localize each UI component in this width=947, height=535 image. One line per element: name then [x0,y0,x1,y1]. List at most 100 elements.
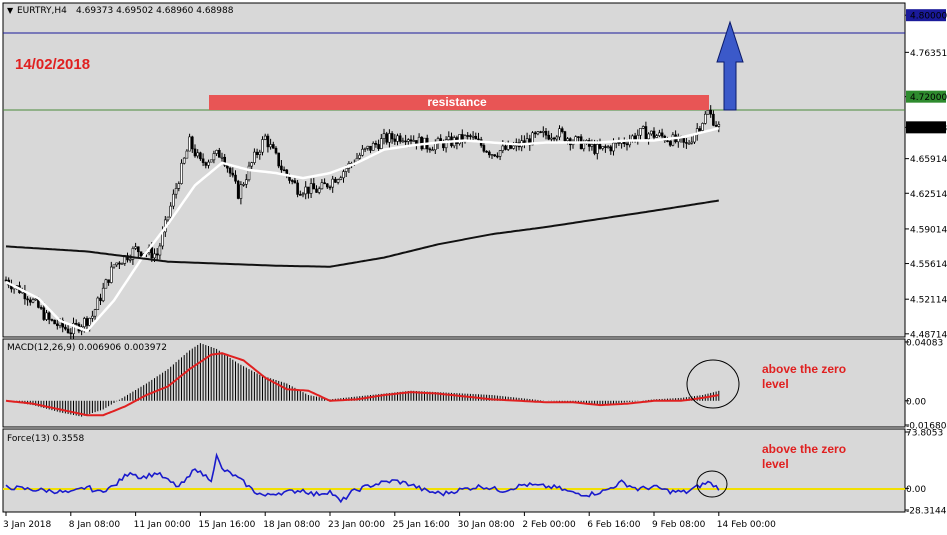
candle [28,297,32,306]
candle [131,246,135,265]
candle [560,126,564,134]
candle [218,147,221,158]
candle [336,178,340,185]
candle [242,182,245,187]
candle [45,309,48,321]
candle [709,105,713,118]
candle [280,160,283,175]
candle [269,138,272,150]
candle [199,151,202,161]
candle [207,159,210,169]
candle [320,179,324,190]
candle [277,152,281,169]
time-tick-label: 6 Feb 16:00 [587,520,641,530]
candle [541,126,545,138]
candle [96,296,100,310]
macd-panel [2,338,906,428]
candle [247,161,251,182]
time-tick-label: 30 Jan 08:00 [458,520,515,530]
candle [296,179,299,198]
candle [204,161,208,169]
force-line [5,452,720,504]
candle [315,185,318,193]
candle [180,159,183,185]
time-axis: 3 Jan 2018 8 Jan 08:00 11 Jan 00:00 15 Jan … [3,512,776,530]
candle [139,251,143,257]
price-label-bg [906,121,946,134]
candle [53,319,56,325]
force-panel [2,428,906,513]
candle [409,135,413,145]
candle [609,144,613,155]
candle [196,149,199,159]
candle [334,176,337,183]
candle [385,131,389,145]
candle [490,153,494,160]
candle [712,110,715,127]
resistance-box[interactable] [209,95,709,110]
candle [261,136,264,156]
candle [177,181,181,192]
candle [155,247,159,261]
candle [358,152,362,160]
candle [714,121,718,128]
candle [101,282,105,303]
macd-highlight-circle [686,359,740,409]
candle [685,137,688,149]
price-tick-label: 4.76351 [910,49,947,59]
force-tick-label: 0.00 [906,485,926,495]
candle [563,130,567,142]
candle [91,310,94,322]
candle [274,146,278,155]
candle [558,125,561,141]
candle [544,127,548,140]
candle [444,136,448,153]
candle [72,317,75,339]
candle [134,242,137,251]
candle [4,276,8,282]
candle [431,146,434,152]
candle [655,133,659,138]
candle [309,178,313,198]
candle [398,133,402,144]
force-note-line2: level [762,457,789,471]
candle [690,136,694,145]
candle [717,121,721,133]
candle [485,150,488,153]
candle [255,148,259,159]
candle [245,174,248,189]
price-axis: 4.80000 4.76351 4.72000 4.68988 4.65914 4.625… [905,9,947,340]
candle [496,152,499,159]
candle [606,144,610,149]
candle [393,134,397,145]
force-label: Force(13) 0.3558 [7,434,84,444]
ma-fast-line [5,126,720,333]
candle [55,319,59,330]
candle [104,278,108,289]
candle [374,140,378,148]
candle [703,111,707,125]
candle [658,129,661,138]
candle [328,185,332,191]
candle [361,145,364,157]
time-tick-label: 25 Jan 16:00 [393,520,450,530]
moving-averages-layer [5,126,720,333]
resistance-label: resistance [427,95,487,109]
candle [342,169,345,183]
candle [396,133,399,146]
candle [215,149,218,157]
candle [66,324,70,334]
candle [182,157,186,165]
candle [404,134,407,146]
candle [388,129,391,148]
price-tick-label: 4.62514 [910,190,947,200]
price-tick-label: 4.65914 [910,155,947,165]
time-tick-label: 15 Jan 16:00 [198,520,255,530]
candle [412,135,416,142]
candle [641,125,645,130]
candle [382,128,386,145]
candle [493,154,497,157]
candle [64,324,67,331]
candle [172,189,175,210]
